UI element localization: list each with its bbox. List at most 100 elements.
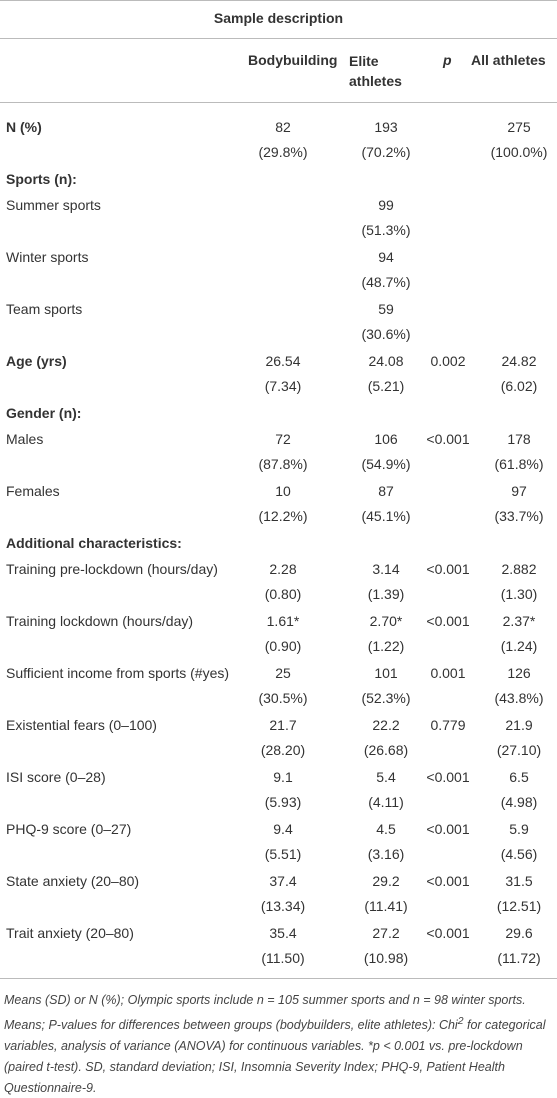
cell-value: (43.8%) — [494, 690, 544, 706]
column-header: p — [443, 52, 452, 68]
cell-value: (1.30) — [500, 586, 538, 602]
cell-value: 99 — [378, 197, 394, 213]
cell-value: 0.001 — [430, 665, 466, 681]
cell-value: (1.24) — [500, 638, 538, 654]
cell-value: 9.4 — [273, 821, 293, 837]
cell-value: 59 — [378, 301, 394, 317]
cell-value: 0.002 — [430, 353, 466, 369]
cell-value: (1.39) — [367, 586, 405, 602]
row-label: PHQ-9 score (0–27) — [6, 821, 132, 837]
cell-value: (51.3%) — [361, 222, 411, 238]
cell-value: 10 — [275, 483, 291, 499]
cell-value: (6.02) — [500, 378, 538, 394]
cell-value: (10.98) — [363, 950, 409, 966]
cell-value: 35.4 — [269, 925, 297, 941]
cell-value: (30.5%) — [258, 690, 308, 706]
cell-value: <0.001 — [426, 925, 470, 941]
cell-value: 101 — [374, 665, 398, 681]
cell-value: (13.34) — [260, 898, 306, 914]
cell-value: (48.7%) — [361, 274, 411, 290]
column-header: Bodybuilding — [248, 52, 338, 68]
cell-value: (0.90) — [264, 638, 302, 654]
cell-value: (4.56) — [500, 846, 538, 862]
cell-value: (100.0%) — [490, 144, 548, 160]
cell-value: (11.50) — [261, 950, 305, 966]
cell-value: 37.4 — [269, 873, 297, 889]
cell-value: (52.3%) — [361, 690, 411, 706]
cell-value: 31.5 — [505, 873, 533, 889]
cell-value: 275 — [507, 119, 531, 135]
cell-value: (33.7%) — [494, 508, 544, 524]
row-label: ISI score (0–28) — [6, 769, 106, 785]
cell-value: 0.779 — [430, 717, 466, 733]
cell-value: 97 — [511, 483, 527, 499]
row-label: State anxiety (20–80) — [6, 873, 140, 889]
cell-value: (4.11) — [368, 794, 404, 810]
cell-value: (87.8%) — [258, 456, 308, 472]
rule — [0, 102, 557, 103]
cell-value: <0.001 — [426, 769, 470, 785]
row-label: Training lockdown (hours/day) — [6, 613, 194, 629]
column-header: All athletes — [471, 52, 546, 68]
footnote-sup: 2 — [457, 1016, 464, 1027]
cell-value: 87 — [378, 483, 394, 499]
cell-value: 2.37* — [502, 613, 536, 629]
cell-value: <0.001 — [426, 613, 470, 629]
row-label: Females — [6, 483, 60, 499]
cell-value: <0.001 — [426, 821, 470, 837]
cell-value: 193 — [374, 119, 398, 135]
cell-value: (11.72) — [497, 950, 541, 966]
cell-value: 4.5 — [376, 821, 396, 837]
cell-value: 6.5 — [509, 769, 529, 785]
cell-value: 24.82 — [501, 353, 537, 369]
cell-value: (29.8%) — [258, 144, 308, 160]
cell-value: 72 — [275, 431, 291, 447]
cell-value: (1.22) — [367, 638, 405, 654]
row-label: Sufficient income from sports (#yes) — [6, 665, 230, 681]
cell-value: (54.9%) — [361, 456, 411, 472]
cell-value: 1.61* — [266, 613, 300, 629]
cell-value: (5.21) — [367, 378, 405, 394]
cell-value: 21.9 — [505, 717, 533, 733]
cell-value: <0.001 — [426, 873, 470, 889]
cell-value: 22.2 — [372, 717, 400, 733]
row-label: Trait anxiety (20–80) — [6, 925, 134, 941]
cell-value: <0.001 — [426, 431, 470, 447]
cell-value: (7.34) — [264, 378, 302, 394]
cell-value: 3.14 — [372, 561, 400, 577]
cell-value: 25 — [275, 665, 291, 681]
row-label: Team sports — [6, 301, 83, 317]
cell-value: 27.2 — [372, 925, 400, 941]
row-label: Summer sports — [6, 197, 101, 213]
cell-value: 29.2 — [372, 873, 400, 889]
cell-value: 94 — [378, 249, 394, 265]
row-label: Age (yrs) — [6, 353, 67, 369]
footnote-text: Means (SD) or N (%); Olympic sports incl… — [4, 993, 526, 1033]
cell-value: 82 — [275, 119, 291, 135]
column-header: Elite athletes — [349, 53, 402, 89]
row-label: Males — [6, 431, 44, 447]
cell-value: 9.1 — [273, 769, 293, 785]
cell-value: 26.54 — [265, 353, 301, 369]
cell-value: (12.51) — [496, 898, 542, 914]
rule — [0, 978, 557, 979]
cell-value: 2.28 — [269, 561, 297, 577]
row-label: Gender (n): — [6, 405, 82, 421]
cell-value: 106 — [374, 431, 398, 447]
cell-value: (28.20) — [260, 742, 306, 758]
row-label: Existential fears (0–100) — [6, 717, 157, 733]
cell-value: (70.2%) — [361, 144, 411, 160]
cell-value: 29.6 — [505, 925, 533, 941]
rule — [0, 0, 557, 1]
cell-value: (4.98) — [500, 794, 538, 810]
cell-value: 5.4 — [376, 769, 396, 785]
cell-value: (30.6%) — [361, 326, 411, 342]
cell-value: 2.882 — [501, 561, 537, 577]
cell-value: (11.41) — [364, 898, 408, 914]
row-label: Sports (n): — [6, 171, 77, 187]
row-label: Winter sports — [6, 249, 89, 265]
cell-value: 2.70* — [369, 613, 403, 629]
cell-value: 24.08 — [368, 353, 404, 369]
cell-value: (61.8%) — [494, 456, 544, 472]
row-label: N (%) — [6, 119, 42, 135]
